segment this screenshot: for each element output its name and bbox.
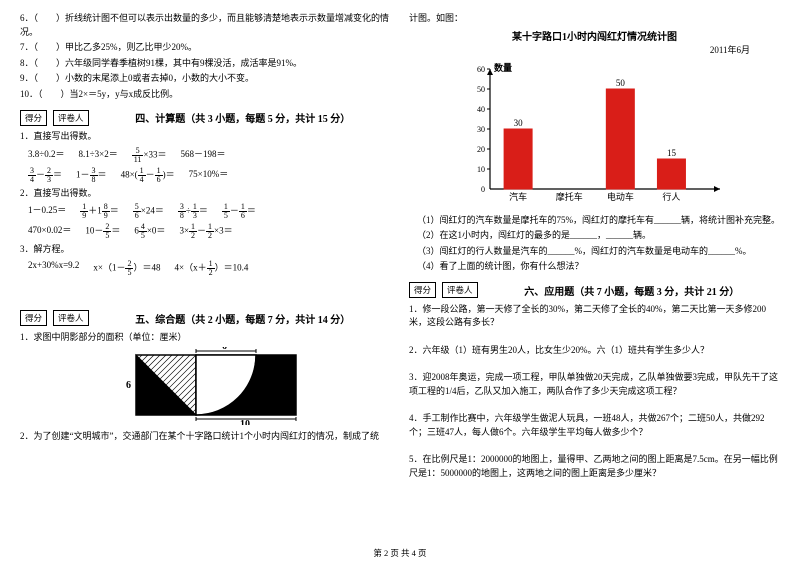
page-footer: 第 2 页 共 4 页 [0, 547, 800, 559]
r1e: 15－16＝ [222, 203, 256, 220]
calc-row-1: 3.8÷0.2＝ 8.1÷3×2＝ 511×33＝ 568－198＝ [28, 147, 391, 164]
svg-text:0: 0 [481, 185, 485, 194]
svg-text:行人: 行人 [662, 191, 680, 202]
svg-text:50: 50 [477, 85, 485, 94]
sec5-q2: 2．为了创建“文明城市”，交通部门在某个十字路口统计1个小时内闯红灯的情况，制成… [20, 430, 391, 444]
q9: 9．（ ）小数的末尾添上0或者去掉0，小数的大小不变。 [20, 72, 391, 86]
rq2: （2）在这1小时内，闯红灯的最多的是______，______辆。 [417, 229, 780, 243]
eq-row: 2x+30%x=9.2 x×（1－25）＝48 4×（x＋12）＝10.4 [28, 260, 391, 277]
c2b: 1－38＝ [76, 167, 107, 184]
reviewer-label-5: 评卷人 [53, 310, 89, 326]
bar-chart: 数量 10 20 30 40 50 60 0 30 汽车 摩托车 50 电动车 15 行人 [409, 59, 780, 211]
r1d: 38÷13＝ [178, 203, 208, 220]
q6: 6．（ ）折线统计图不但可以表示出数量的多少，而且能够清楚地表示示数量增减变化的… [20, 12, 391, 39]
svg-text:20: 20 [477, 145, 485, 154]
rq4: （4）看了上面的统计图，你有什么想法？ [417, 260, 780, 274]
r2a: 470×0.02＝ [28, 223, 71, 240]
c1c: 511×33＝ [132, 147, 167, 164]
sec4-q3: 3．解方程。 [20, 243, 391, 257]
r2b: 10－25＝ [85, 223, 120, 240]
chart-title: 某十字路口1小时内闯红灯情况统计图 [409, 28, 780, 43]
reviewer-label-6: 评卷人 [442, 282, 478, 298]
aq3: 3．迎2008年奥运，完成一项工程，甲队单独做20天完成，乙队单独做要3完成，甲… [409, 371, 780, 398]
svg-text:10: 10 [477, 165, 485, 174]
aq2: 2．六年级（1）班有男生20人，比女生少20%。六（1）班共有学生多少人？ [409, 344, 780, 358]
q8: 8．（ ）六年级同学春季植树91棵，其中有9棵没活，成活率是91%。 [20, 57, 391, 71]
svg-text:40: 40 [477, 105, 485, 114]
svg-text:汽车: 汽车 [509, 191, 527, 202]
rq1: （1）闯红灯的汽车数量是摩托车的75%，闯红灯的摩托车有______辆，将统计图… [417, 214, 780, 228]
rq3: （3）闯红灯的行人数量是汽车的______%，闯红灯的汽车数量是电动车的____… [417, 245, 780, 259]
c2a: 34－23＝ [28, 167, 62, 184]
svg-text:15: 15 [666, 148, 676, 158]
sec5-q1: 1．求图中阴影部分的面积（单位：厘米） [20, 331, 391, 345]
r1c: 56×24＝ [133, 203, 164, 220]
svg-text:50: 50 [615, 78, 625, 88]
svg-text:电动车: 电动车 [606, 191, 633, 202]
e1: 2x+30%x=9.2 [28, 260, 79, 277]
q7: 7．（ ）甲比乙多25%，则乙比甲少20%。 [20, 41, 391, 55]
score-box-5: 得分 评卷人 五、综合题（共 2 小题，每题 7 分，共计 14 分） [20, 308, 391, 329]
svg-text:6: 6 [126, 380, 131, 391]
svg-text:数量: 数量 [494, 62, 512, 73]
svg-text:30: 30 [513, 118, 523, 128]
right-column: 计图。如图： 某十字路口1小时内闯红灯情况统计图 2011年6月 数量 10 20 3… [409, 10, 780, 530]
e3: 4×（x＋12）＝10.4 [175, 260, 249, 277]
aq1: 1．修一段公路，第一天修了全长的30%，第二天修了全长的40%，第二天比第一天多… [409, 303, 780, 330]
svg-text:摩托车: 摩托车 [555, 191, 582, 202]
aq5: 5．在比例尺是1：2000000的地图上，量得甲、乙两地之间的图上距离是7.5c… [409, 453, 780, 480]
section-5-title: 五、综合题（共 2 小题，每题 7 分，共计 14 分） [95, 311, 391, 326]
score-box-4: 得分 评卷人 四、计算题（共 3 小题，每题 5 分，共计 15 分） [20, 107, 391, 128]
c2c: 48×(14－16)＝ [121, 167, 175, 184]
calc-row-4: 470×0.02＝ 10－25＝ 645×0＝ 3×12－12×3＝ [28, 223, 391, 240]
c1b: 8.1÷3×2＝ [78, 147, 117, 164]
cont: 计图。如图： [409, 12, 780, 26]
score-label-6: 得分 [409, 282, 436, 298]
calc-row-2: 34－23＝ 1－38＝ 48×(14－16)＝ 75×10%＝ [28, 167, 391, 184]
svg-text:60: 60 [477, 65, 485, 74]
svg-text:10: 10 [240, 419, 250, 425]
section-6-title: 六、应用题（共 7 小题，每题 3 分，共计 21 分） [484, 283, 780, 298]
calc-row-3: 1－0.25＝ 19＋189＝ 56×24＝ 38÷13＝ 15－16＝ [28, 203, 391, 220]
shaded-figure: 6 6 10 [20, 347, 391, 427]
score-label-5: 得分 [20, 310, 47, 326]
left-column: 6．（ ）折线统计图不但可以表示出数量的多少，而且能够清楚地表示示数量增减变化的… [20, 10, 391, 530]
r1b: 19＋189＝ [80, 203, 119, 220]
q10: 10．（ ）当2×＝5y，y与x成反比例。 [20, 88, 391, 102]
aq4: 4．手工制作比赛中，六年级学生做泥人玩具，一班48人，共做267个；二班50人，… [409, 412, 780, 439]
r1a: 1－0.25＝ [28, 203, 66, 220]
c2d: 75×10%＝ [189, 167, 229, 184]
r2d: 3×12－12×3＝ [179, 223, 232, 240]
chart-date: 2011年6月 [409, 43, 780, 56]
sec4-q1: 1．直接写出得数。 [20, 130, 391, 144]
e2: x×（1－25）＝48 [93, 260, 160, 277]
sec4-q2: 2．直接写出得数。 [20, 187, 391, 201]
score-label: 得分 [20, 110, 47, 126]
section-4-title: 四、计算题（共 3 小题，每题 5 分，共计 15 分） [95, 110, 391, 125]
svg-text:30: 30 [477, 125, 485, 134]
svg-text:6: 6 [222, 347, 227, 352]
c1d: 568－198＝ [181, 147, 226, 164]
reviewer-label: 评卷人 [53, 110, 89, 126]
score-box-6: 得分 评卷人 六、应用题（共 7 小题，每题 3 分，共计 21 分） [409, 280, 780, 301]
r2c: 645×0＝ [134, 223, 165, 240]
c1a: 3.8÷0.2＝ [28, 147, 64, 164]
